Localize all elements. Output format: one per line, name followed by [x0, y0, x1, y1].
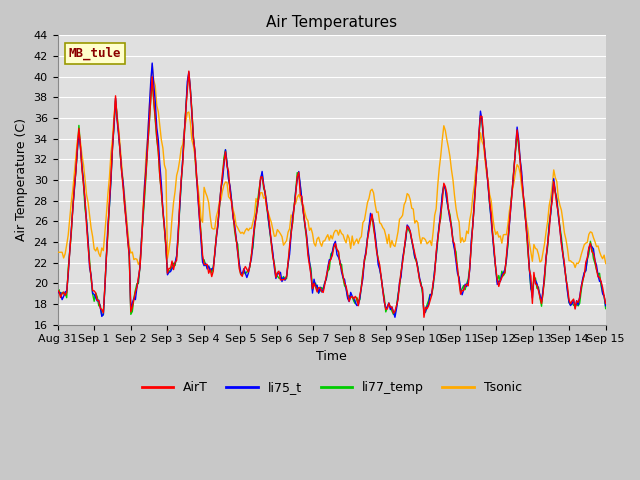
li77_temp — [637, 294, 640, 300]
li75_t — [561, 264, 568, 270]
AirT — [185, 68, 193, 74]
li77_temp — [358, 282, 365, 288]
Tsonic — [74, 138, 81, 144]
li75_t — [356, 295, 364, 301]
li77_temp — [474, 158, 481, 164]
li77_temp — [98, 312, 106, 318]
AirT — [74, 143, 81, 148]
Line: AirT: AirT — [58, 71, 640, 317]
Line: li75_t: li75_t — [58, 63, 640, 317]
AirT — [639, 302, 640, 308]
Tsonic — [92, 248, 100, 254]
Tsonic — [639, 260, 640, 266]
Line: Tsonic: Tsonic — [58, 64, 640, 267]
AirT — [637, 299, 640, 304]
Legend: AirT, li75_t, li77_temp, Tsonic: AirT, li75_t, li77_temp, Tsonic — [136, 376, 527, 399]
li75_t — [92, 295, 100, 300]
Tsonic — [572, 264, 579, 270]
Tsonic — [637, 258, 640, 264]
AirT — [561, 260, 568, 266]
Text: MB_tule: MB_tule — [68, 47, 121, 60]
li75_t — [391, 314, 399, 320]
li75_t — [54, 288, 61, 294]
AirT — [54, 287, 61, 293]
li77_temp — [185, 71, 193, 77]
li77_temp — [74, 147, 81, 153]
Tsonic — [54, 250, 61, 255]
Tsonic — [559, 217, 567, 223]
AirT — [474, 154, 481, 160]
AirT — [92, 290, 100, 296]
Y-axis label: Air Temperature (C): Air Temperature (C) — [15, 119, 28, 241]
li77_temp — [92, 290, 100, 296]
li75_t — [74, 147, 81, 153]
Title: Air Temperatures: Air Temperatures — [266, 15, 397, 30]
li75_t — [148, 60, 156, 66]
li75_t — [637, 300, 640, 306]
AirT — [420, 314, 428, 320]
li77_temp — [54, 294, 61, 300]
li75_t — [474, 157, 481, 163]
Tsonic — [148, 61, 156, 67]
Tsonic — [356, 236, 364, 241]
X-axis label: Time: Time — [316, 350, 347, 363]
Line: li77_temp: li77_temp — [58, 74, 640, 315]
li77_temp — [639, 301, 640, 307]
li77_temp — [561, 263, 568, 269]
Tsonic — [472, 165, 480, 170]
AirT — [356, 292, 364, 298]
li75_t — [639, 302, 640, 308]
